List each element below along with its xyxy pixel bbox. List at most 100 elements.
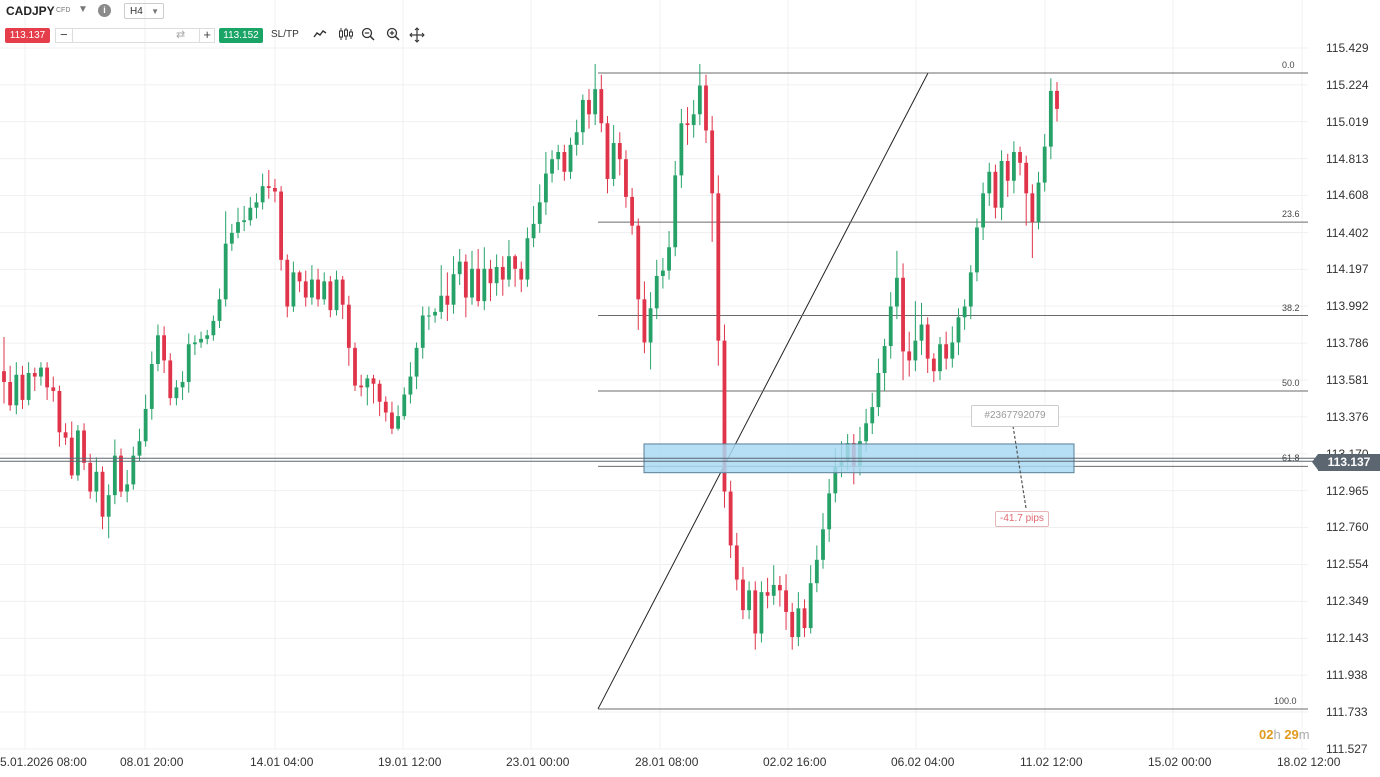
candle-body bbox=[901, 277, 905, 352]
candle-body bbox=[75, 430, 80, 476]
candle bbox=[445, 272, 450, 321]
time-axis-tick: 5.01.2026 08:00 bbox=[0, 755, 87, 769]
candle-body bbox=[402, 394, 407, 417]
candle bbox=[593, 63, 598, 126]
candle bbox=[537, 184, 542, 233]
candle bbox=[353, 342, 357, 391]
candle bbox=[88, 453, 93, 499]
quantity-stepper[interactable]: − ⇄ + bbox=[55, 27, 215, 43]
candle bbox=[894, 250, 899, 320]
price-axis-tick: 114.608 bbox=[1326, 188, 1369, 203]
candle bbox=[802, 599, 807, 638]
time-axis-tick: 23.01 00:00 bbox=[506, 755, 570, 769]
candle bbox=[827, 478, 832, 542]
candle-body bbox=[14, 374, 19, 406]
candle bbox=[919, 302, 924, 356]
candle bbox=[14, 362, 19, 415]
candle bbox=[765, 577, 770, 609]
price-axis-tick: 111.527 bbox=[1326, 742, 1368, 756]
candle bbox=[119, 448, 123, 497]
crosshair-icon[interactable] bbox=[409, 27, 425, 43]
candle bbox=[482, 247, 487, 311]
candle-body bbox=[45, 367, 50, 388]
candle-body bbox=[57, 390, 62, 433]
plus-button[interactable]: + bbox=[203, 27, 211, 42]
candle bbox=[1036, 171, 1041, 230]
candle bbox=[346, 295, 351, 366]
candlestick-icon[interactable] bbox=[338, 27, 354, 43]
chevron-down-icon[interactable]: ▼ bbox=[78, 4, 88, 15]
symbol-name[interactable]: CADJPY bbox=[6, 4, 55, 18]
chevron-down-icon: ▼ bbox=[151, 7, 159, 16]
buy-button[interactable]: 113.152 bbox=[219, 28, 263, 43]
candle-body bbox=[1042, 146, 1047, 183]
candle-body bbox=[426, 315, 431, 317]
candle-body bbox=[543, 173, 548, 203]
candle bbox=[519, 261, 524, 293]
candle bbox=[617, 132, 622, 176]
time-axis-tick: 14.01 04:00 bbox=[250, 755, 314, 769]
candle-body bbox=[2, 371, 6, 382]
candle bbox=[987, 162, 992, 206]
candle-body bbox=[316, 279, 320, 300]
candle bbox=[125, 470, 130, 503]
candle-body bbox=[334, 279, 339, 311]
candle-body bbox=[451, 274, 456, 305]
candle-body bbox=[722, 340, 727, 492]
candle-body bbox=[1011, 152, 1016, 181]
line-chart-icon[interactable] bbox=[312, 27, 328, 43]
candle bbox=[242, 205, 247, 232]
candle-body bbox=[340, 279, 345, 305]
candle bbox=[334, 270, 339, 316]
candle-body bbox=[149, 364, 154, 409]
candle bbox=[697, 63, 702, 126]
fib-level-label: 100.0 bbox=[1274, 695, 1297, 706]
candle-body bbox=[784, 590, 788, 612]
candle bbox=[488, 259, 493, 302]
instrument-type: CFD bbox=[56, 7, 71, 14]
candle-body bbox=[291, 272, 296, 307]
candle-body bbox=[704, 85, 708, 131]
candle-body bbox=[396, 416, 401, 429]
zoom-out-icon[interactable] bbox=[360, 27, 376, 43]
candle-body bbox=[833, 466, 838, 494]
candle-body bbox=[125, 484, 130, 492]
candle bbox=[790, 602, 795, 650]
candle bbox=[451, 256, 456, 314]
candle bbox=[691, 99, 696, 138]
candle bbox=[667, 231, 671, 280]
time-axis-tick: 06.02 04:00 bbox=[891, 755, 955, 769]
timeframe-select[interactable]: H4 ▼ bbox=[124, 3, 164, 19]
candle-body bbox=[143, 408, 148, 442]
order-label[interactable]: #2367792079 bbox=[971, 405, 1059, 427]
candle bbox=[808, 565, 813, 634]
candle-body bbox=[864, 423, 869, 442]
price-axis-tick: 112.965 bbox=[1326, 483, 1369, 498]
candle-body bbox=[777, 584, 782, 591]
candle-body bbox=[919, 324, 924, 341]
candle bbox=[371, 374, 376, 404]
candle bbox=[500, 256, 505, 296]
candle-body bbox=[950, 342, 955, 359]
chart-overlays bbox=[0, 425, 1318, 509]
candle-body bbox=[716, 193, 721, 341]
price-axis-tick: 113.992 bbox=[1326, 299, 1369, 314]
sell-button[interactable]: 113.137 bbox=[5, 28, 50, 43]
candle bbox=[303, 270, 308, 307]
candle bbox=[876, 358, 881, 417]
candle-body bbox=[894, 277, 899, 307]
candle-body bbox=[131, 455, 136, 485]
swap-icon[interactable]: ⇄ bbox=[176, 29, 186, 41]
candle-body bbox=[876, 372, 881, 408]
candle-body bbox=[624, 159, 628, 197]
candle-body bbox=[568, 144, 573, 172]
minus-button[interactable]: − bbox=[60, 27, 68, 42]
sltp-button[interactable]: SL/TP bbox=[271, 29, 299, 40]
candle bbox=[870, 392, 875, 435]
zoom-in-icon[interactable] bbox=[385, 27, 401, 43]
info-icon[interactable]: i bbox=[98, 4, 111, 17]
order-link-line bbox=[1012, 425, 1027, 509]
candle-body bbox=[962, 306, 967, 318]
candle bbox=[568, 137, 573, 179]
